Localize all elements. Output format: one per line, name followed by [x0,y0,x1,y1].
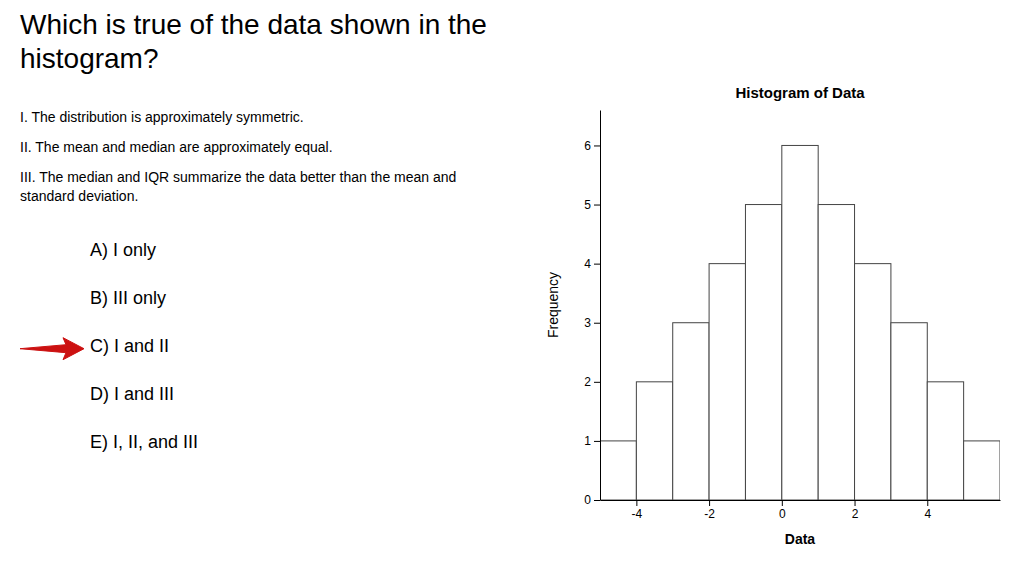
answer: B) III only [90,288,166,308]
y-tick-mark [594,441,600,442]
y-tick-label: 2 [584,375,591,389]
y-tick: 4 [584,257,600,271]
histogram-bar [745,205,781,500]
statement-line: standard deviation. [20,188,138,204]
x-tick-label: 0 [779,507,786,521]
histogram-bar [855,264,891,500]
x-tick: -2 [704,500,715,521]
chart-root: Which is true of the data shown in thehi… [0,0,1024,576]
answer-arrow [20,338,84,360]
x-tick-mark [782,500,783,506]
answer: C) I and II [90,336,169,356]
answer: E) I, II, and III [90,432,198,452]
statement-line: II. The mean and median are approximatel… [20,140,333,156]
x-tick-label: -4 [632,507,643,521]
answer: D) I and III [90,384,174,404]
y-tick-mark [594,323,600,324]
histogram-bar [709,264,745,500]
x-tick-mark [709,500,710,506]
x-tick-label: 2 [852,507,859,521]
answer-line: E) I, II, and III [90,432,198,452]
histogram-bar [964,441,1000,500]
y-axis-line [600,111,601,501]
x-tick-label: 4 [924,507,931,521]
question-title-line: histogram? [20,43,159,74]
x-tick: 4 [924,500,931,521]
histogram-bar [927,382,963,500]
statement-line: I. The distribution is approximately sym… [20,109,304,125]
statement: III. The median and IQR summarize the da… [20,170,456,204]
answer-line: B) III only [90,288,166,308]
y-tick-label: 0 [584,493,591,507]
x-tick-mark [927,500,928,506]
x-tick: -4 [632,500,643,521]
x-tick-mark [855,500,856,506]
question-title: Which is true of the data shown in thehi… [20,9,487,74]
y-tick: 1 [584,434,600,448]
y-tick-mark [594,205,600,206]
histogram-panel: -4 -2 0 2 4 0 1 2 3 4 5 6 Histogram of Data Data Frequ… [545,84,1001,547]
x-axis-line [601,500,1001,501]
histogram-bar [636,382,672,500]
y-tick-mark [594,500,600,501]
y-tick-mark [594,264,600,265]
y-tick-label: 6 [584,139,591,153]
y-axis: 0 1 2 3 4 5 6 [584,111,600,508]
answer: A) I only [90,240,156,260]
y-tick-label: 3 [584,316,591,330]
text-panel: Which is true of the data shown in thehi… [20,9,487,452]
answer-line: A) I only [90,240,156,260]
question-title-line: Which is true of the data shown in the [20,9,487,40]
statement-line: III. The median and IQR summarize the da… [20,170,456,186]
histogram-bar [782,145,818,500]
y-tick-label: 1 [584,434,591,448]
y-tick-mark [594,382,600,383]
y-tick: 6 [584,139,600,153]
answer-line: D) I and III [90,384,174,404]
histogram-bar [600,441,636,500]
bars [600,145,1000,500]
x-tick: 2 [852,500,859,521]
histogram-title: Histogram of Data [735,84,865,101]
histogram-bar [891,323,927,500]
x-tick-label: -2 [704,507,715,521]
y-tick-label: 4 [584,257,591,271]
y-tick: 2 [584,375,600,389]
histogram-bar [818,205,854,500]
y-tick: 0 [584,493,600,507]
y-tick: 3 [584,316,600,330]
y-tick-label: 5 [584,198,591,212]
histogram-bar [673,323,709,500]
x-tick: 0 [779,500,786,521]
answer-line: C) I and II [90,336,169,356]
x-axis-title: Data [785,531,816,547]
statement: I. The distribution is approximately sym… [20,109,304,125]
y-tick: 5 [584,198,600,212]
x-tick-mark [636,500,637,506]
y-tick-mark [594,145,600,146]
x-axis: -4 -2 0 2 4 [601,500,1001,521]
statement: II. The mean and median are approximatel… [20,140,333,156]
y-axis-title: Frequency [545,272,561,338]
